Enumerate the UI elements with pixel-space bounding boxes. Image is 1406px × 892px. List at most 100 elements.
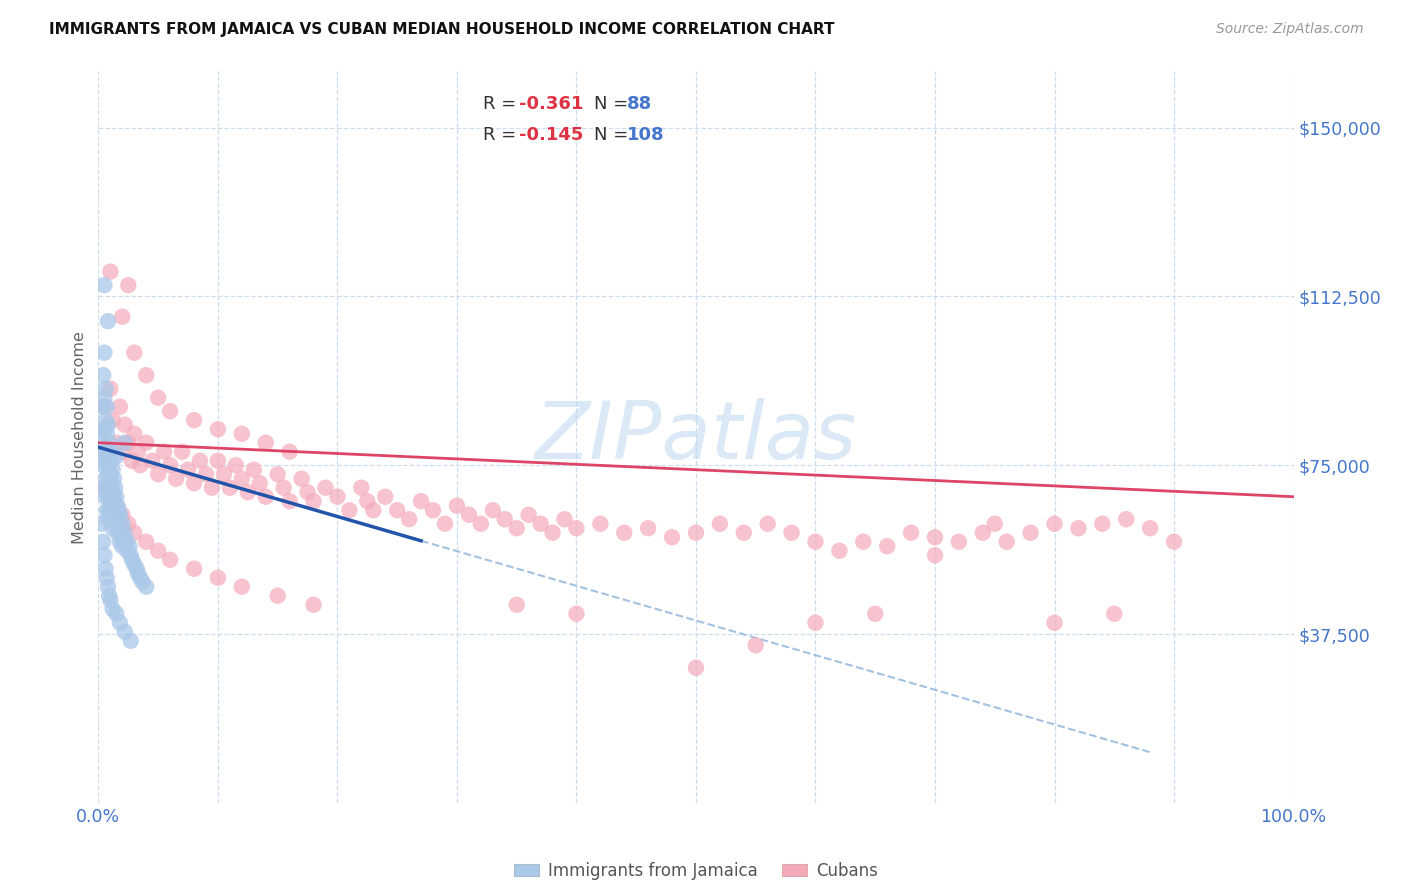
Point xyxy=(297,485,319,500)
Point xyxy=(363,503,385,517)
Point xyxy=(434,516,457,531)
Point xyxy=(278,494,301,508)
Point xyxy=(225,458,247,473)
Text: IMMIGRANTS FROM JAMAICA VS CUBAN MEDIAN HOUSEHOLD INCOME CORRELATION CHART: IMMIGRANTS FROM JAMAICA VS CUBAN MEDIAN … xyxy=(49,22,835,37)
Text: R =: R = xyxy=(484,95,522,113)
Point xyxy=(411,494,433,508)
Point xyxy=(124,426,146,441)
Point xyxy=(458,508,481,522)
Point xyxy=(103,490,125,504)
Point xyxy=(111,539,134,553)
Point xyxy=(135,534,157,549)
Point xyxy=(852,534,875,549)
Point xyxy=(93,481,115,495)
Point xyxy=(124,525,146,540)
Point xyxy=(121,553,143,567)
Point xyxy=(446,499,468,513)
Point xyxy=(127,444,149,458)
Point xyxy=(685,525,707,540)
Point xyxy=(96,453,118,467)
Point xyxy=(745,638,768,652)
Point xyxy=(97,467,120,482)
Point xyxy=(98,435,121,450)
Point xyxy=(207,422,229,436)
Point xyxy=(105,449,128,463)
Point xyxy=(254,435,277,450)
Point xyxy=(107,512,129,526)
Point xyxy=(1139,521,1161,535)
Point xyxy=(159,458,181,473)
Point xyxy=(98,444,122,458)
Point xyxy=(98,382,122,396)
Point xyxy=(93,453,115,467)
Point xyxy=(517,508,540,522)
Point xyxy=(97,417,120,432)
Point xyxy=(93,400,115,414)
Point xyxy=(96,481,118,495)
Point xyxy=(780,525,803,540)
Point xyxy=(98,589,121,603)
Point xyxy=(114,435,136,450)
Point xyxy=(104,512,127,526)
Point xyxy=(101,463,124,477)
Point xyxy=(101,485,124,500)
Point xyxy=(101,503,124,517)
Point xyxy=(94,413,117,427)
Point xyxy=(105,435,128,450)
Point xyxy=(195,467,218,482)
Point xyxy=(91,400,114,414)
Point xyxy=(104,481,127,495)
Point xyxy=(685,661,707,675)
Text: ZIPatlas: ZIPatlas xyxy=(534,398,858,476)
Point xyxy=(302,598,325,612)
Point xyxy=(172,444,194,458)
Point xyxy=(709,516,731,531)
Point xyxy=(231,472,253,486)
Point xyxy=(165,472,187,486)
Text: -0.361: -0.361 xyxy=(519,95,583,113)
Point xyxy=(117,278,139,293)
Point xyxy=(111,530,134,544)
Point xyxy=(1043,615,1066,630)
Point xyxy=(94,444,117,458)
Point xyxy=(129,571,152,585)
Point xyxy=(924,530,946,544)
Point xyxy=(96,571,118,585)
Point xyxy=(565,607,588,621)
Point xyxy=(114,525,136,540)
Text: 108: 108 xyxy=(627,126,664,144)
Point xyxy=(385,503,409,517)
Point xyxy=(111,516,134,531)
Point xyxy=(159,404,181,418)
Point xyxy=(108,508,131,522)
Point xyxy=(105,607,128,621)
Point xyxy=(91,534,114,549)
Point xyxy=(114,624,136,639)
Point xyxy=(93,278,115,293)
Point xyxy=(948,534,970,549)
Point xyxy=(94,562,117,576)
Point xyxy=(159,553,181,567)
Point xyxy=(98,593,122,607)
Point xyxy=(177,463,200,477)
Point xyxy=(100,453,122,467)
Point xyxy=(470,516,492,531)
Point xyxy=(972,525,994,540)
Point xyxy=(97,444,120,458)
Point xyxy=(506,521,529,535)
Point xyxy=(118,539,141,553)
Point xyxy=(111,310,134,324)
Point xyxy=(97,512,120,526)
Text: R =: R = xyxy=(484,126,522,144)
Point xyxy=(114,417,136,432)
Point xyxy=(105,499,128,513)
Point xyxy=(96,426,118,441)
Point xyxy=(148,391,170,405)
Point xyxy=(876,539,898,553)
Point xyxy=(589,516,612,531)
Point xyxy=(804,615,827,630)
Point xyxy=(93,391,115,405)
Point xyxy=(1019,525,1042,540)
Point xyxy=(315,481,337,495)
Point xyxy=(97,444,120,458)
